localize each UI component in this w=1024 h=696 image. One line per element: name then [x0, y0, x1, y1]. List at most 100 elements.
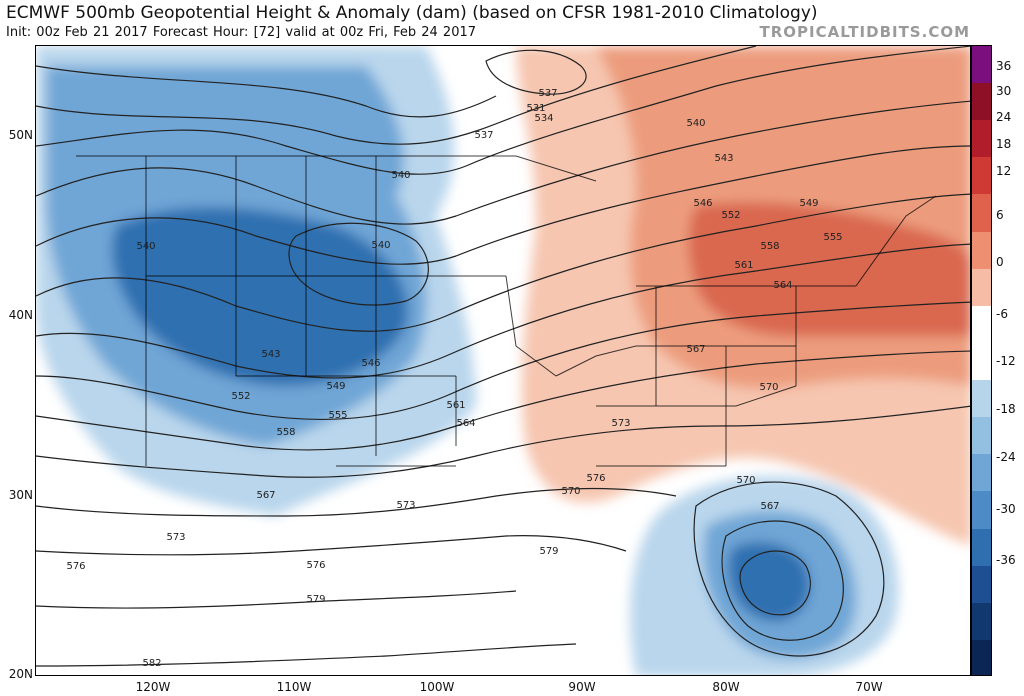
map-panel: 531 534 537 537 540 540 540 540 543 543 546 546 549 5…	[35, 45, 971, 676]
anomaly-colorbar	[971, 45, 992, 676]
colorbar-segment	[972, 46, 991, 84]
contour-label: 537	[538, 88, 557, 99]
political-borders	[76, 155, 937, 467]
contour-label: 567	[256, 490, 275, 501]
border-line	[855, 195, 937, 287]
colorbar-segment	[972, 305, 991, 344]
border-line	[505, 275, 557, 377]
contour-label: 537	[474, 130, 493, 141]
contour-label: 540	[371, 240, 390, 251]
contour-label: 558	[760, 241, 779, 252]
colorbar-segment	[972, 342, 991, 381]
contour-label: 543	[261, 349, 280, 360]
colorbar-tick-label: -36	[996, 553, 1016, 567]
height-contour-line	[36, 65, 497, 118]
contour-label: 552	[231, 391, 250, 402]
height-contour-line	[36, 535, 627, 556]
contour-label: 555	[823, 232, 842, 243]
height-contour-line	[693, 481, 885, 657]
colorbar-tick-label: 6	[996, 208, 1004, 222]
colorbar-segment	[972, 417, 991, 455]
colorbar-tick-label: -12	[996, 354, 1016, 368]
contour-label: 564	[773, 280, 792, 291]
colorbar-tick-label: -30	[996, 502, 1016, 516]
border-line	[596, 385, 797, 407]
height-contour-line	[36, 405, 970, 478]
colorbar-segment	[972, 83, 991, 121]
chart-title: ECMWF 500mb Geopotential Height & Anomal…	[6, 3, 818, 23]
colorbar-segment	[972, 602, 991, 641]
colorbar-segment	[972, 380, 991, 418]
colorbar-tick-label: 30	[996, 84, 1012, 98]
colorbar-segment	[972, 157, 991, 196]
border-line	[555, 345, 637, 377]
lon-label-100w: 100W	[419, 680, 455, 694]
contour-label: 576	[306, 560, 325, 571]
colorbar-segment	[972, 231, 991, 270]
border-line	[76, 155, 597, 182]
contour-label: 561	[446, 400, 465, 411]
contour-label: 552	[721, 210, 740, 221]
contour-label: 540	[136, 241, 155, 252]
colorbar-tick-label: -18	[996, 402, 1016, 416]
lat-label-30n: 30N	[8, 488, 33, 502]
contour-label: 570	[561, 486, 580, 497]
height-contours	[36, 46, 970, 667]
height-contour-line	[36, 46, 970, 175]
colorbar-segment	[972, 565, 991, 604]
height-contour-line	[36, 301, 970, 420]
contour-label: 567	[686, 344, 705, 355]
contour-label: 543	[714, 153, 733, 164]
colorbar-segment	[972, 194, 991, 233]
height-contour-line	[485, 49, 587, 95]
chart-subtitle: Init: 00z Feb 21 2017 Forecast Hour: [72…	[6, 25, 477, 40]
contour-label: 540	[391, 170, 410, 181]
contour-label: 531	[526, 103, 545, 114]
anomaly-shading	[36, 46, 970, 675]
height-contour-line	[36, 46, 757, 145]
height-contour-line	[36, 100, 970, 225]
contour-label: 567	[760, 501, 779, 512]
contour-label: 582	[142, 658, 161, 669]
colorbar-tick-label: 24	[996, 110, 1012, 124]
height-contour-line	[36, 643, 577, 667]
lat-label-20n: 20N	[8, 667, 33, 681]
site-watermark: TROPICALTIDBITS.COM	[759, 23, 970, 41]
height-contour-line	[36, 243, 970, 379]
contour-label: 570	[759, 382, 778, 393]
contour-label: 546	[693, 198, 712, 209]
colorbar-tick-label: 18	[996, 137, 1012, 151]
height-contour-line	[739, 550, 811, 616]
contour-label: 573	[611, 418, 630, 429]
contour-label: 576	[586, 473, 605, 484]
contour-label: 540	[686, 118, 705, 129]
lon-label-80w: 80W	[712, 680, 740, 694]
lon-label-70w: 70W	[855, 680, 883, 694]
colorbar-tick-label: -6	[996, 307, 1008, 321]
contour-label: 555	[328, 410, 347, 421]
contour-label: 579	[539, 546, 558, 557]
colorbar-segment	[972, 268, 991, 307]
height-contour-line	[36, 590, 517, 609]
colorbar-segment	[972, 454, 991, 492]
contour-label: 579	[306, 594, 325, 605]
contour-label: 558	[276, 427, 295, 438]
contour-label: 561	[734, 260, 753, 271]
height-contour-line	[36, 487, 677, 517]
lon-label-90w: 90W	[568, 680, 596, 694]
height-contour-line	[721, 520, 844, 641]
contour-label: 564	[456, 418, 475, 429]
contour-label: 546	[361, 358, 380, 369]
colorbar-tick-label: 0	[996, 255, 1004, 269]
colorbar-segment	[972, 491, 991, 530]
height-contour-line	[36, 350, 970, 451]
lat-label-40n: 40N	[8, 308, 33, 322]
colorbar-segment	[972, 639, 991, 675]
height-contour-line	[36, 193, 970, 332]
colorbar-tick-label: 12	[996, 164, 1012, 178]
lat-label-50n: 50N	[8, 128, 33, 142]
height-contour-line	[36, 145, 970, 265]
lon-label-120w: 120W	[135, 680, 171, 694]
